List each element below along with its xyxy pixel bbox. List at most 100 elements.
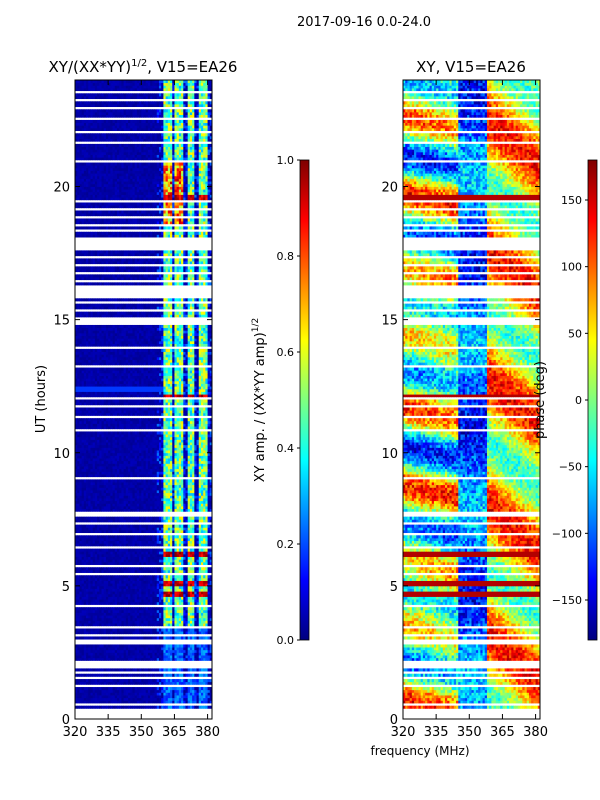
amplitude-cell (209, 548, 212, 552)
amplitude-cell (181, 553, 184, 557)
amplitude-cell (163, 689, 166, 693)
amplitude-cell (192, 647, 195, 651)
amplitude-cell (119, 692, 122, 696)
amplitude-cell (196, 553, 200, 557)
amplitude-cell (185, 468, 189, 472)
amplitude-cell (150, 689, 153, 693)
amplitude-cell (196, 692, 200, 696)
amplitude-cell (86, 620, 89, 624)
amplitude-cell (123, 482, 127, 486)
amplitude-cell (114, 636, 118, 640)
amplitude-cell (134, 548, 138, 552)
amplitude-cell (161, 553, 164, 557)
amplitude-cell (183, 697, 186, 701)
amplitude-cell (187, 679, 191, 683)
amplitude-cell (141, 484, 144, 488)
amplitude-cell (167, 527, 171, 531)
amplitude-cell (196, 620, 200, 624)
amplitude-cell (167, 458, 171, 462)
amplitude-cell (172, 681, 175, 685)
amplitude-cell (128, 652, 131, 656)
amplitude-cell (125, 689, 129, 693)
amplitude-cell (92, 519, 96, 523)
amplitude-cell (128, 695, 131, 699)
amplitude-cell (108, 644, 111, 648)
amplitude-cell (83, 460, 87, 464)
amplitude-cell (203, 569, 206, 573)
amplitude-cell (181, 460, 184, 464)
amplitude-cell (194, 548, 197, 552)
amplitude-cell (101, 612, 105, 616)
amplitude-cell (192, 636, 195, 640)
amplitude-cell (189, 468, 193, 472)
amplitude-cell (189, 652, 193, 656)
amplitude-cell (128, 668, 131, 672)
amplitude-cell (99, 458, 102, 462)
amplitude-cell (134, 596, 138, 600)
amplitude-cell (174, 498, 178, 502)
amplitude-cell (92, 687, 96, 691)
amplitude-cell (99, 583, 102, 587)
amplitude-cell (161, 479, 164, 483)
amplitude-cell (145, 503, 149, 507)
amplitude-cell (132, 599, 136, 603)
amplitude-cell (99, 649, 102, 653)
amplitude-cell (143, 479, 147, 483)
amplitude-cell (81, 705, 85, 709)
amplitude-cell (125, 561, 129, 565)
amplitude-cell (130, 695, 133, 699)
amplitude-cell (209, 527, 212, 531)
amplitude-cell (114, 500, 118, 504)
amplitude-cell (200, 695, 204, 699)
amplitude-cell (198, 535, 202, 539)
amplitude-cell (119, 498, 122, 502)
amplitude-cell (187, 498, 191, 502)
amplitude-cell (174, 657, 178, 661)
amplitude-cell (119, 529, 122, 534)
amplitude-cell (194, 697, 197, 701)
amplitude-cell (203, 495, 206, 499)
amplitude-cell (178, 479, 182, 483)
amplitude-cell (99, 484, 102, 488)
amplitude-cell (154, 540, 158, 544)
amplitude-cell (114, 577, 118, 581)
amplitude-cell (143, 652, 147, 656)
amplitude-cell (156, 601, 160, 605)
amplitude-cell (119, 607, 122, 611)
amplitude-cell (128, 620, 131, 624)
amplitude-cell (172, 537, 175, 542)
amplitude-cell (189, 620, 193, 624)
amplitude-cell (189, 569, 193, 573)
amplitude-cell (86, 559, 89, 563)
amplitude-cell (83, 681, 87, 685)
amplitude-cell (209, 588, 212, 592)
amplitude-cell (174, 591, 178, 595)
amplitude-cell (110, 527, 113, 531)
amplitude-cell (86, 705, 89, 709)
amplitude-cell (86, 447, 89, 451)
amplitude-cell (97, 647, 100, 651)
amplitude-cell (83, 655, 87, 659)
amplitude-cell (178, 567, 182, 571)
amplitude-cell (79, 479, 83, 483)
amplitude-cell (209, 612, 212, 616)
amplitude-cell (170, 647, 173, 651)
amplitude-cell (178, 556, 182, 560)
amplitude-cell (192, 655, 195, 659)
amplitude-cell (158, 681, 162, 685)
amplitude-cell (77, 529, 80, 534)
amplitude-cell (134, 593, 138, 597)
amplitude-cell (185, 498, 189, 502)
amplitude-cell (136, 519, 140, 523)
amplitude-cell (189, 647, 193, 651)
amplitude-cell (207, 580, 211, 584)
amplitude-cell (152, 474, 155, 478)
amplitude-cell (130, 540, 133, 544)
amplitude-cell (130, 466, 133, 470)
amplitude-cell (125, 452, 129, 456)
amplitude-cell (143, 548, 147, 552)
amplitude-cell (198, 561, 202, 565)
amplitude-cell (97, 458, 100, 462)
amplitude-cell (174, 548, 178, 552)
amplitude-cell (94, 612, 98, 616)
